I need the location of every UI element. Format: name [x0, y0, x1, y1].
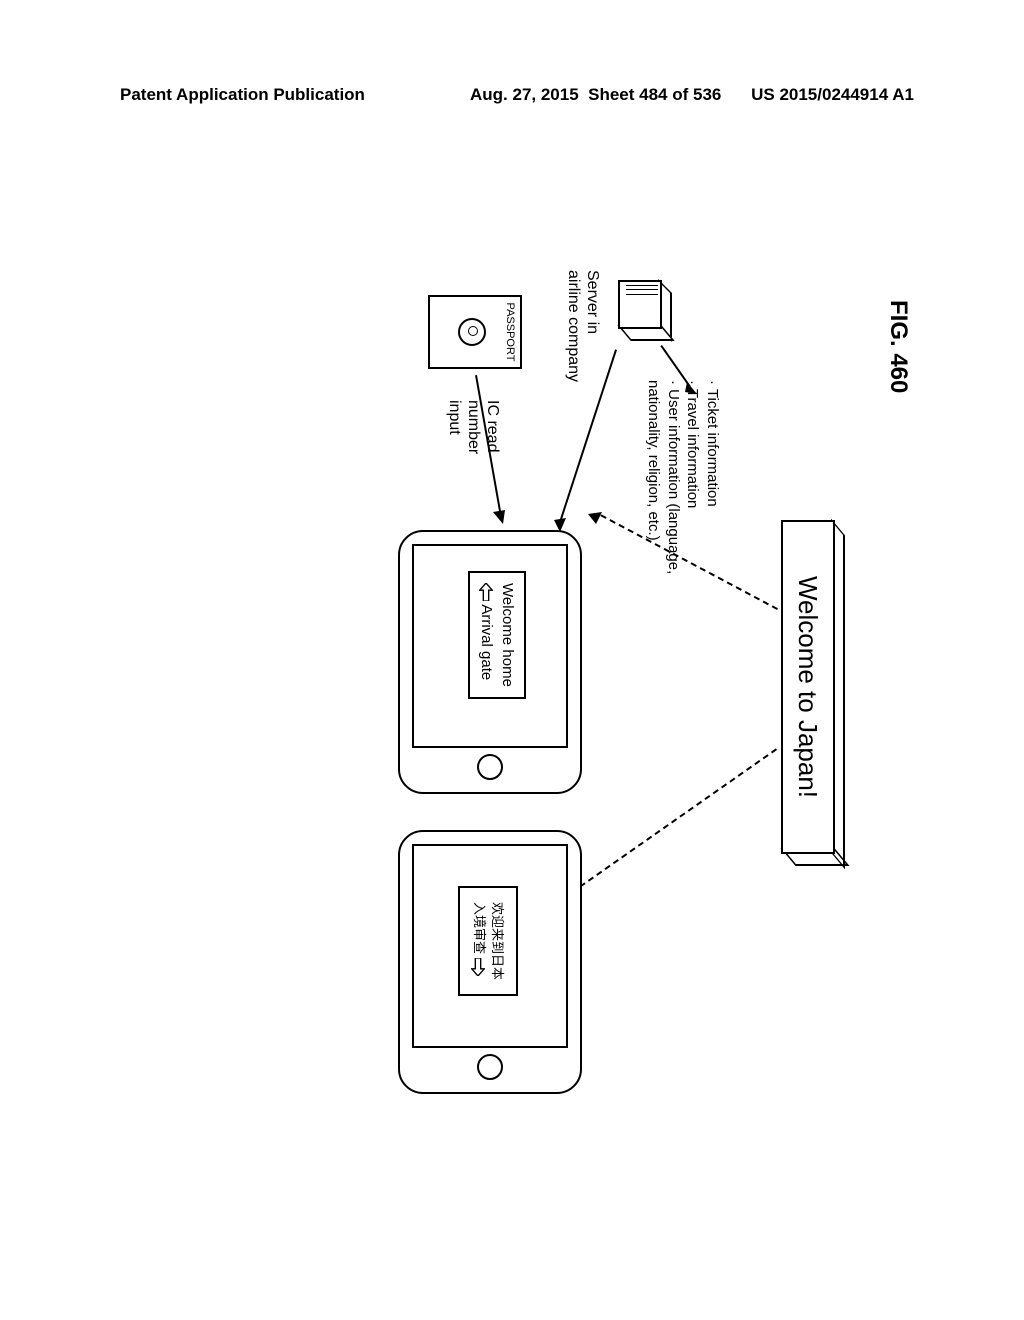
ic-label: IC read number input [444, 400, 502, 454]
passport-icon: PASSPORT [428, 295, 522, 369]
phone-right-screen: 欢迎来到日本 入境审查 [412, 844, 568, 1048]
phone-home-button-icon [477, 754, 503, 780]
arrow-left-icon [479, 583, 493, 601]
header-date: Aug. 27, 2015 Sheet 484 of 536 [470, 85, 721, 105]
passport-emblem-icon [458, 318, 486, 346]
arrow-head-icon [586, 510, 602, 526]
phone-left-content: Welcome home Arrival gate [468, 571, 526, 699]
header-pubno: US 2015/0244914 A1 [751, 85, 914, 105]
arrow-head-icon [493, 510, 507, 524]
phone-left: Welcome home Arrival gate [398, 530, 582, 794]
figure-label: FIG. 460 [884, 300, 912, 393]
welcome-sign: Welcome to Japan! [772, 510, 842, 860]
passport-label: PASSPORT [504, 297, 516, 367]
server-icon [617, 280, 672, 340]
phone-right: 欢迎来到日本 入境审查 [398, 830, 582, 1094]
info-list: · Ticket information · Travel informatio… [644, 380, 722, 574]
phone-home-button-icon [477, 1054, 503, 1080]
arrow-right-icon [471, 958, 485, 976]
dashed-arrow-right [563, 748, 777, 899]
arrow-head-icon [683, 382, 697, 396]
sign-text: Welcome to Japan! [781, 520, 835, 854]
figure-460: FIG. 460 Welcome to Japan! Server in air… [162, 210, 862, 1110]
phone-left-screen: Welcome home Arrival gate [412, 544, 568, 748]
header-left: Patent Application Publication [120, 85, 365, 105]
server-label: Server in airline company [564, 270, 602, 382]
phone-right-content: 欢迎来到日本 入境审查 [458, 886, 518, 996]
